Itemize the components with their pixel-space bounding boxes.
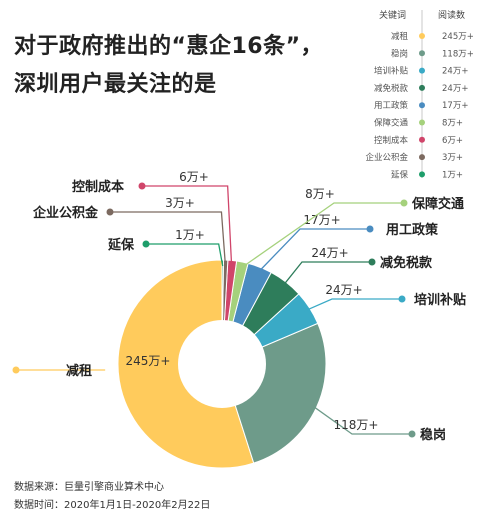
callout-line-6: [240, 202, 404, 269]
callouts: 245万+ 减租 118万+ 稳岗 24万+ 培训补贴 24万+ 减免税款 17万+ 用工政策 8万…: [12, 170, 466, 443]
value-label-5: 17万+: [303, 213, 340, 227]
callout-dot-9: [142, 240, 150, 248]
value-label-7: 6万+: [179, 170, 209, 184]
legend-dot-3: [419, 67, 425, 74]
legend-keyword-3: 培训补贴: [374, 66, 409, 77]
legend-keyword-6: 保障交通: [374, 118, 409, 129]
donut-hole: [178, 320, 266, 408]
legend-value-1: 245万+: [442, 32, 474, 42]
category-label-7: 控制成本: [72, 179, 124, 195]
callout-line-2: [310, 404, 412, 435]
callout-line-7: [142, 185, 233, 267]
callout-dot-4: [368, 258, 376, 266]
legend-dot-8: [419, 154, 425, 161]
legend-value-9: 1万+: [442, 170, 463, 180]
category-label-6: 保障交通: [411, 196, 464, 212]
callout-line-4: [281, 261, 372, 288]
category-label-8: 企业公积金: [32, 205, 99, 221]
value-label-3: 24万+: [325, 283, 362, 297]
callout-dot-6: [400, 199, 408, 207]
data-source: 数据来源：巨量引擎商业算术中心: [14, 482, 164, 493]
callout-line-9: [146, 243, 224, 267]
legend-value-2: 118万+: [442, 49, 474, 59]
legend-dot-1: [419, 33, 425, 39]
legend-keyword-8: 企业公积金: [365, 152, 408, 163]
data-date-range: 数据时间：2020年1月1日-2020年2月22日: [14, 500, 211, 511]
callout-dot-3: [398, 295, 406, 303]
category-label-2: 稳岗: [420, 427, 446, 443]
callout-line-3: [304, 298, 402, 312]
legend-keyword-5: 用工政策: [374, 100, 409, 111]
legend-keyword-9: 延保: [391, 169, 409, 180]
legend-dot-7: [419, 136, 425, 143]
value-label-4: 24万+: [311, 246, 348, 260]
legend-keyword-2: 稳岗: [391, 48, 408, 59]
category-label-3: 培训补贴: [414, 292, 466, 308]
legend-header-count: 阅读数: [438, 9, 465, 21]
legend-value-4: 24万+: [442, 84, 468, 94]
legend-value-3: 24万+: [442, 67, 468, 77]
legend-keyword-1: 减租: [391, 31, 409, 42]
value-label-9: 1万+: [175, 228, 205, 242]
value-label-2: 118万+: [334, 418, 379, 432]
title-line-2: 深圳用户最关注的是: [14, 72, 217, 97]
chart-title: 对于政府推出的“惠企16条”， 深圳用户最关注的是: [14, 28, 323, 104]
legend-value-8: 3万+: [442, 153, 463, 163]
legend-dot-2: [419, 50, 425, 57]
legend-dot-4: [419, 84, 425, 91]
callout-line-5: [257, 228, 370, 274]
legend-header-keyword: 关键词: [379, 9, 406, 21]
callout-dot-5: [366, 225, 374, 233]
category-label-4: 减免税款: [380, 255, 433, 271]
legend-keyword-4: 减免税款: [374, 83, 409, 94]
value-label-6: 8万+: [305, 187, 335, 201]
legend-keyword-7: 控制成本: [374, 135, 409, 146]
callout-dot-8: [106, 208, 114, 216]
value-label-1: 245万+: [126, 354, 171, 368]
title-line-1: 对于政府推出的“惠企16条”，: [14, 34, 324, 59]
category-label-1: 减租: [66, 363, 92, 379]
legend-value-7: 6万+: [442, 136, 463, 146]
value-label-8: 3万+: [165, 196, 195, 210]
legend-dot-6: [419, 119, 425, 126]
callout-dot-2: [408, 430, 416, 438]
legend-value-6: 8万+: [442, 119, 463, 129]
callout-line-8: [110, 211, 227, 267]
category-label-5: 用工政策: [385, 222, 439, 238]
callout-dot-7: [138, 182, 146, 190]
category-label-9: 延保: [107, 237, 135, 253]
legend-value-5: 17万+: [442, 101, 468, 111]
callout-dot-1: [12, 366, 20, 374]
legend-dot-5: [419, 102, 425, 109]
legend-dot-9: [419, 171, 425, 178]
